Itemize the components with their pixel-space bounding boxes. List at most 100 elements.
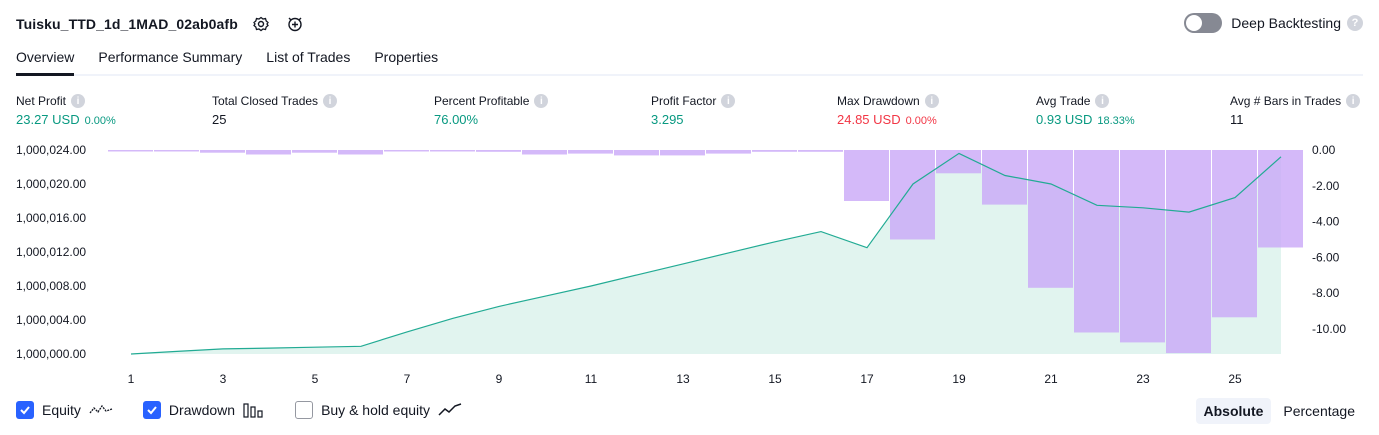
drawdown-bar [1028, 150, 1073, 288]
tab-performance-summary[interactable]: Performance Summary [98, 49, 243, 65]
drawdown-bar [1212, 150, 1257, 318]
gear-icon[interactable] [250, 13, 272, 35]
stat-label: Avg # Bars in Trades [1230, 94, 1342, 108]
stat-value: 0.93 USD [1036, 112, 1093, 127]
drawdown-bar [1258, 150, 1303, 248]
stat-sub: 0.00% [84, 115, 116, 127]
x-axis-tick-label: 5 [312, 372, 319, 386]
stat-label: Net Profit [16, 94, 67, 108]
stat-value: 3.295 [651, 112, 684, 127]
strategy-title: Tuisku_TTD_1d_1MAD_02ab0afb [16, 16, 238, 32]
stat-sub: 18.33% [1097, 115, 1135, 127]
stats-row: Net Profit i 23.27 USD 0.00% Total Closed … [16, 94, 1363, 130]
drawdown-bar [1120, 150, 1165, 343]
equity-line-icon [89, 403, 113, 417]
drawdown-bar [890, 150, 935, 240]
deep-backtesting-toggle[interactable] [1184, 13, 1223, 33]
drawdown-bar [154, 150, 199, 152]
stat-value: 11 [1230, 112, 1244, 127]
help-icon[interactable]: ? [1347, 15, 1363, 31]
stat-label: Avg Trade [1036, 94, 1091, 108]
deep-backtesting-label: Deep Backtesting [1231, 15, 1341, 31]
mode-percentage-button[interactable]: Percentage [1283, 403, 1355, 419]
deep-backtesting: Deep Backtesting ? [1184, 13, 1363, 33]
equity-line [130, 152, 1282, 355]
stat-max-drawdown: Max Drawdown i 24.85 USD 0.00% [837, 94, 939, 127]
drawdown-bar [522, 150, 567, 155]
stat-sub: 0.00% [905, 115, 937, 127]
tab-bar: Overview Performance Summary List of Tra… [16, 44, 1363, 76]
chart-mode-switch: Absolute Percentage [1192, 398, 1364, 424]
right-axis-tick-label: 0.00 [1312, 143, 1336, 157]
tab-overview[interactable]: Overview [16, 44, 75, 76]
stat-profit-factor: Profit Factor i 3.295 [651, 94, 736, 127]
legend-equity[interactable]: Equity [16, 401, 113, 419]
drawdown-bar [1074, 150, 1119, 333]
drawdown-bars-icon [243, 402, 265, 418]
info-icon[interactable]: i [71, 94, 86, 108]
drawdown-bar [568, 150, 613, 154]
drawdown-bar [338, 150, 383, 155]
drawdown-bar [936, 150, 981, 174]
left-axis-tick-label: 1,000,020.00 [16, 177, 86, 191]
x-axis-tick-label: 1 [128, 372, 135, 386]
info-icon[interactable]: i [721, 94, 736, 108]
drawdown-bar [798, 150, 843, 152]
legend-label: Equity [42, 402, 81, 418]
info-icon[interactable]: i [534, 94, 549, 108]
checkbox-checked-icon[interactable] [142, 401, 161, 419]
checkbox-checked-icon[interactable] [16, 401, 34, 419]
stat-avg-bars-in-trades: Avg # Bars in Trades i 11 [1230, 94, 1361, 127]
legend-drawdown[interactable]: Drawdown [142, 401, 265, 419]
drawdown-bar [660, 150, 705, 156]
left-axis-tick-label: 1,000,000.00 [16, 347, 86, 361]
x-axis-tick-label: 23 [1136, 372, 1150, 386]
drawdown-bar [476, 150, 521, 152]
stat-percent-profitable: Percent Profitable i 76.00% [434, 94, 549, 127]
right-axis-tick-label: -8.00 [1312, 286, 1340, 300]
tab-list-of-trades[interactable]: List of Trades [266, 49, 351, 65]
drawdown-bar [844, 150, 889, 201]
drawdown-bar [430, 150, 475, 152]
mode-absolute-button[interactable]: Absolute [1195, 398, 1272, 424]
x-axis-tick-label: 7 [404, 372, 411, 386]
x-axis-tick-label: 11 [585, 372, 598, 386]
right-axis-tick-label: -4.00 [1312, 215, 1340, 229]
stat-net-profit: Net Profit i 23.27 USD 0.00% [16, 94, 116, 127]
info-icon[interactable]: i [323, 94, 338, 108]
left-axis-tick-label: 1,000,016.00 [16, 211, 86, 225]
legend-buy-hold-equity[interactable]: Buy & hold equity [295, 401, 462, 419]
x-axis-tick-label: 3 [220, 372, 227, 386]
strategy-header: Tuisku_TTD_1d_1MAD_02ab0afb [16, 12, 306, 36]
stat-value: 76.00% [434, 112, 479, 127]
legend-label: Drawdown [168, 402, 236, 418]
right-axis-tick-label: -6.00 [1312, 250, 1340, 264]
add-alert-icon[interactable] [284, 13, 306, 35]
drawdown-bar [246, 150, 291, 155]
drawdown-bar [982, 150, 1027, 205]
equity-drawdown-chart[interactable]: 1,000,024.00 1,000,020.00 1,000,016.00 1,00… [0, 138, 1379, 393]
drawdown-bar [108, 150, 153, 152]
x-axis-tick-label: 21 [1044, 372, 1058, 386]
x-axis-tick-label: 25 [1228, 372, 1242, 386]
info-icon[interactable]: i [924, 94, 939, 108]
info-icon[interactable]: i [1346, 94, 1361, 108]
left-axis-tick-label: 1,000,008.00 [16, 279, 86, 293]
stat-avg-trade: Avg Trade i 0.93 USD 18.33% [1036, 94, 1135, 127]
drawdown-bar [200, 150, 245, 153]
x-axis-tick-label: 9 [496, 372, 503, 386]
right-axis-tick-label: -2.00 [1312, 179, 1340, 193]
stat-value: 25 [212, 112, 227, 127]
stat-label: Total Closed Trades [212, 94, 319, 108]
drawdown-bar [1166, 150, 1211, 354]
buy-hold-line-icon [438, 403, 462, 417]
drawdown-bar [384, 150, 429, 152]
left-axis-tick-label: 1,000,012.00 [16, 245, 86, 259]
x-axis-tick-label: 15 [768, 372, 782, 386]
info-icon[interactable]: i [1095, 94, 1110, 108]
stat-value: 23.27 USD [16, 112, 80, 127]
legend-label: Buy & hold equity [321, 402, 431, 418]
checkbox-unchecked-icon[interactable] [295, 401, 314, 419]
tab-properties[interactable]: Properties [374, 49, 439, 65]
stat-label: Profit Factor [651, 94, 717, 108]
